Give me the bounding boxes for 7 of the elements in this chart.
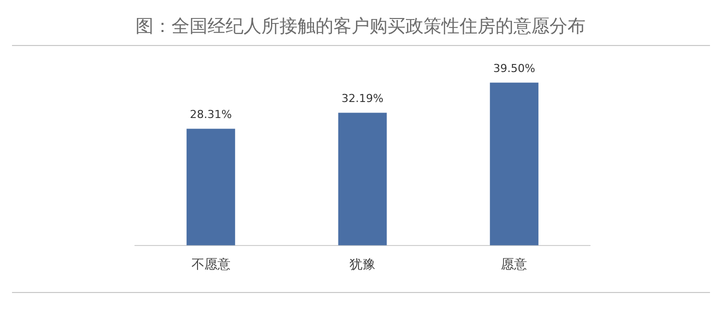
x-tick-label: 愿意 (501, 258, 528, 273)
x-tick-label: 犹豫 (350, 258, 376, 273)
x-tick-label: 不愿意 (191, 258, 230, 273)
data-label: 39.50% (493, 62, 536, 76)
data-label: 32.19% (342, 92, 384, 106)
chart-title: 图：全国经纪人所接触的客户购买政策性住房的意愿分布 (134, 15, 586, 38)
data-label: 28.31% (190, 108, 232, 122)
